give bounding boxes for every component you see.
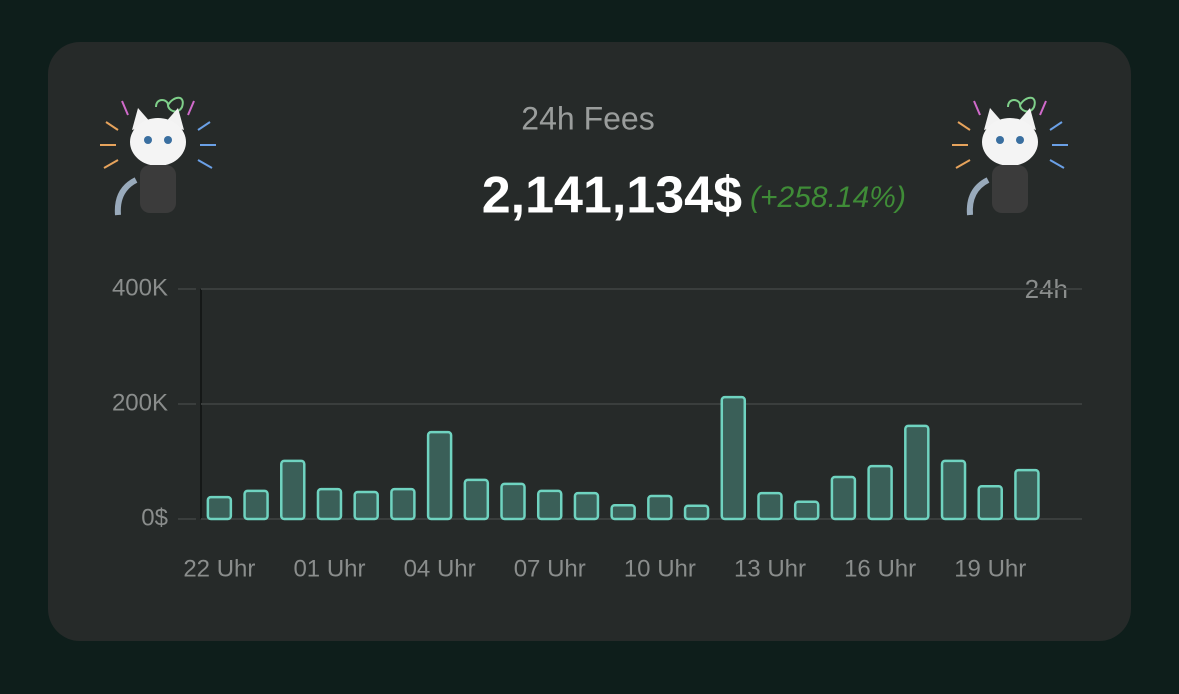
bar — [904, 424, 930, 521]
bar — [977, 484, 1003, 521]
bar — [830, 475, 857, 521]
y-tick-label: 400K — [112, 274, 168, 301]
bar — [610, 503, 636, 521]
bar — [940, 459, 967, 521]
x-tick-label: 07 Uhr — [514, 555, 586, 582]
total-value: 2,141,134$ — [482, 167, 742, 225]
bar — [206, 495, 233, 521]
bar — [353, 490, 379, 521]
x-tick-label: 22 Uhr — [183, 555, 255, 582]
bar — [390, 487, 416, 521]
mascot-left — [100, 96, 216, 216]
bar — [757, 491, 783, 521]
x-tick-label: 04 Uhr — [404, 555, 476, 582]
bar — [1014, 468, 1040, 521]
bar — [720, 395, 747, 521]
x-tick-label: 10 Uhr — [624, 555, 696, 582]
x-tick-label: 19 Uhr — [954, 555, 1026, 582]
chart-title: 24h Fees — [521, 100, 654, 136]
bar — [683, 504, 710, 521]
bar — [426, 430, 453, 521]
x-tick-label: 01 Uhr — [293, 555, 365, 582]
bar — [463, 478, 490, 521]
bar — [500, 482, 526, 521]
y-tick-label: 200K — [112, 389, 168, 416]
mascot-right — [952, 96, 1068, 216]
x-tick-label: 16 Uhr — [844, 555, 916, 582]
bar — [647, 494, 673, 521]
bar — [243, 489, 269, 521]
bar — [867, 464, 893, 521]
bar — [316, 487, 343, 521]
bar — [573, 491, 600, 521]
change-percent: (+258.14%) — [750, 181, 906, 214]
y-tick-label: 0$ — [141, 504, 168, 531]
x-tick-label: 13 Uhr — [734, 555, 806, 582]
bar — [280, 459, 306, 521]
bar — [793, 500, 820, 521]
bar — [536, 489, 563, 521]
